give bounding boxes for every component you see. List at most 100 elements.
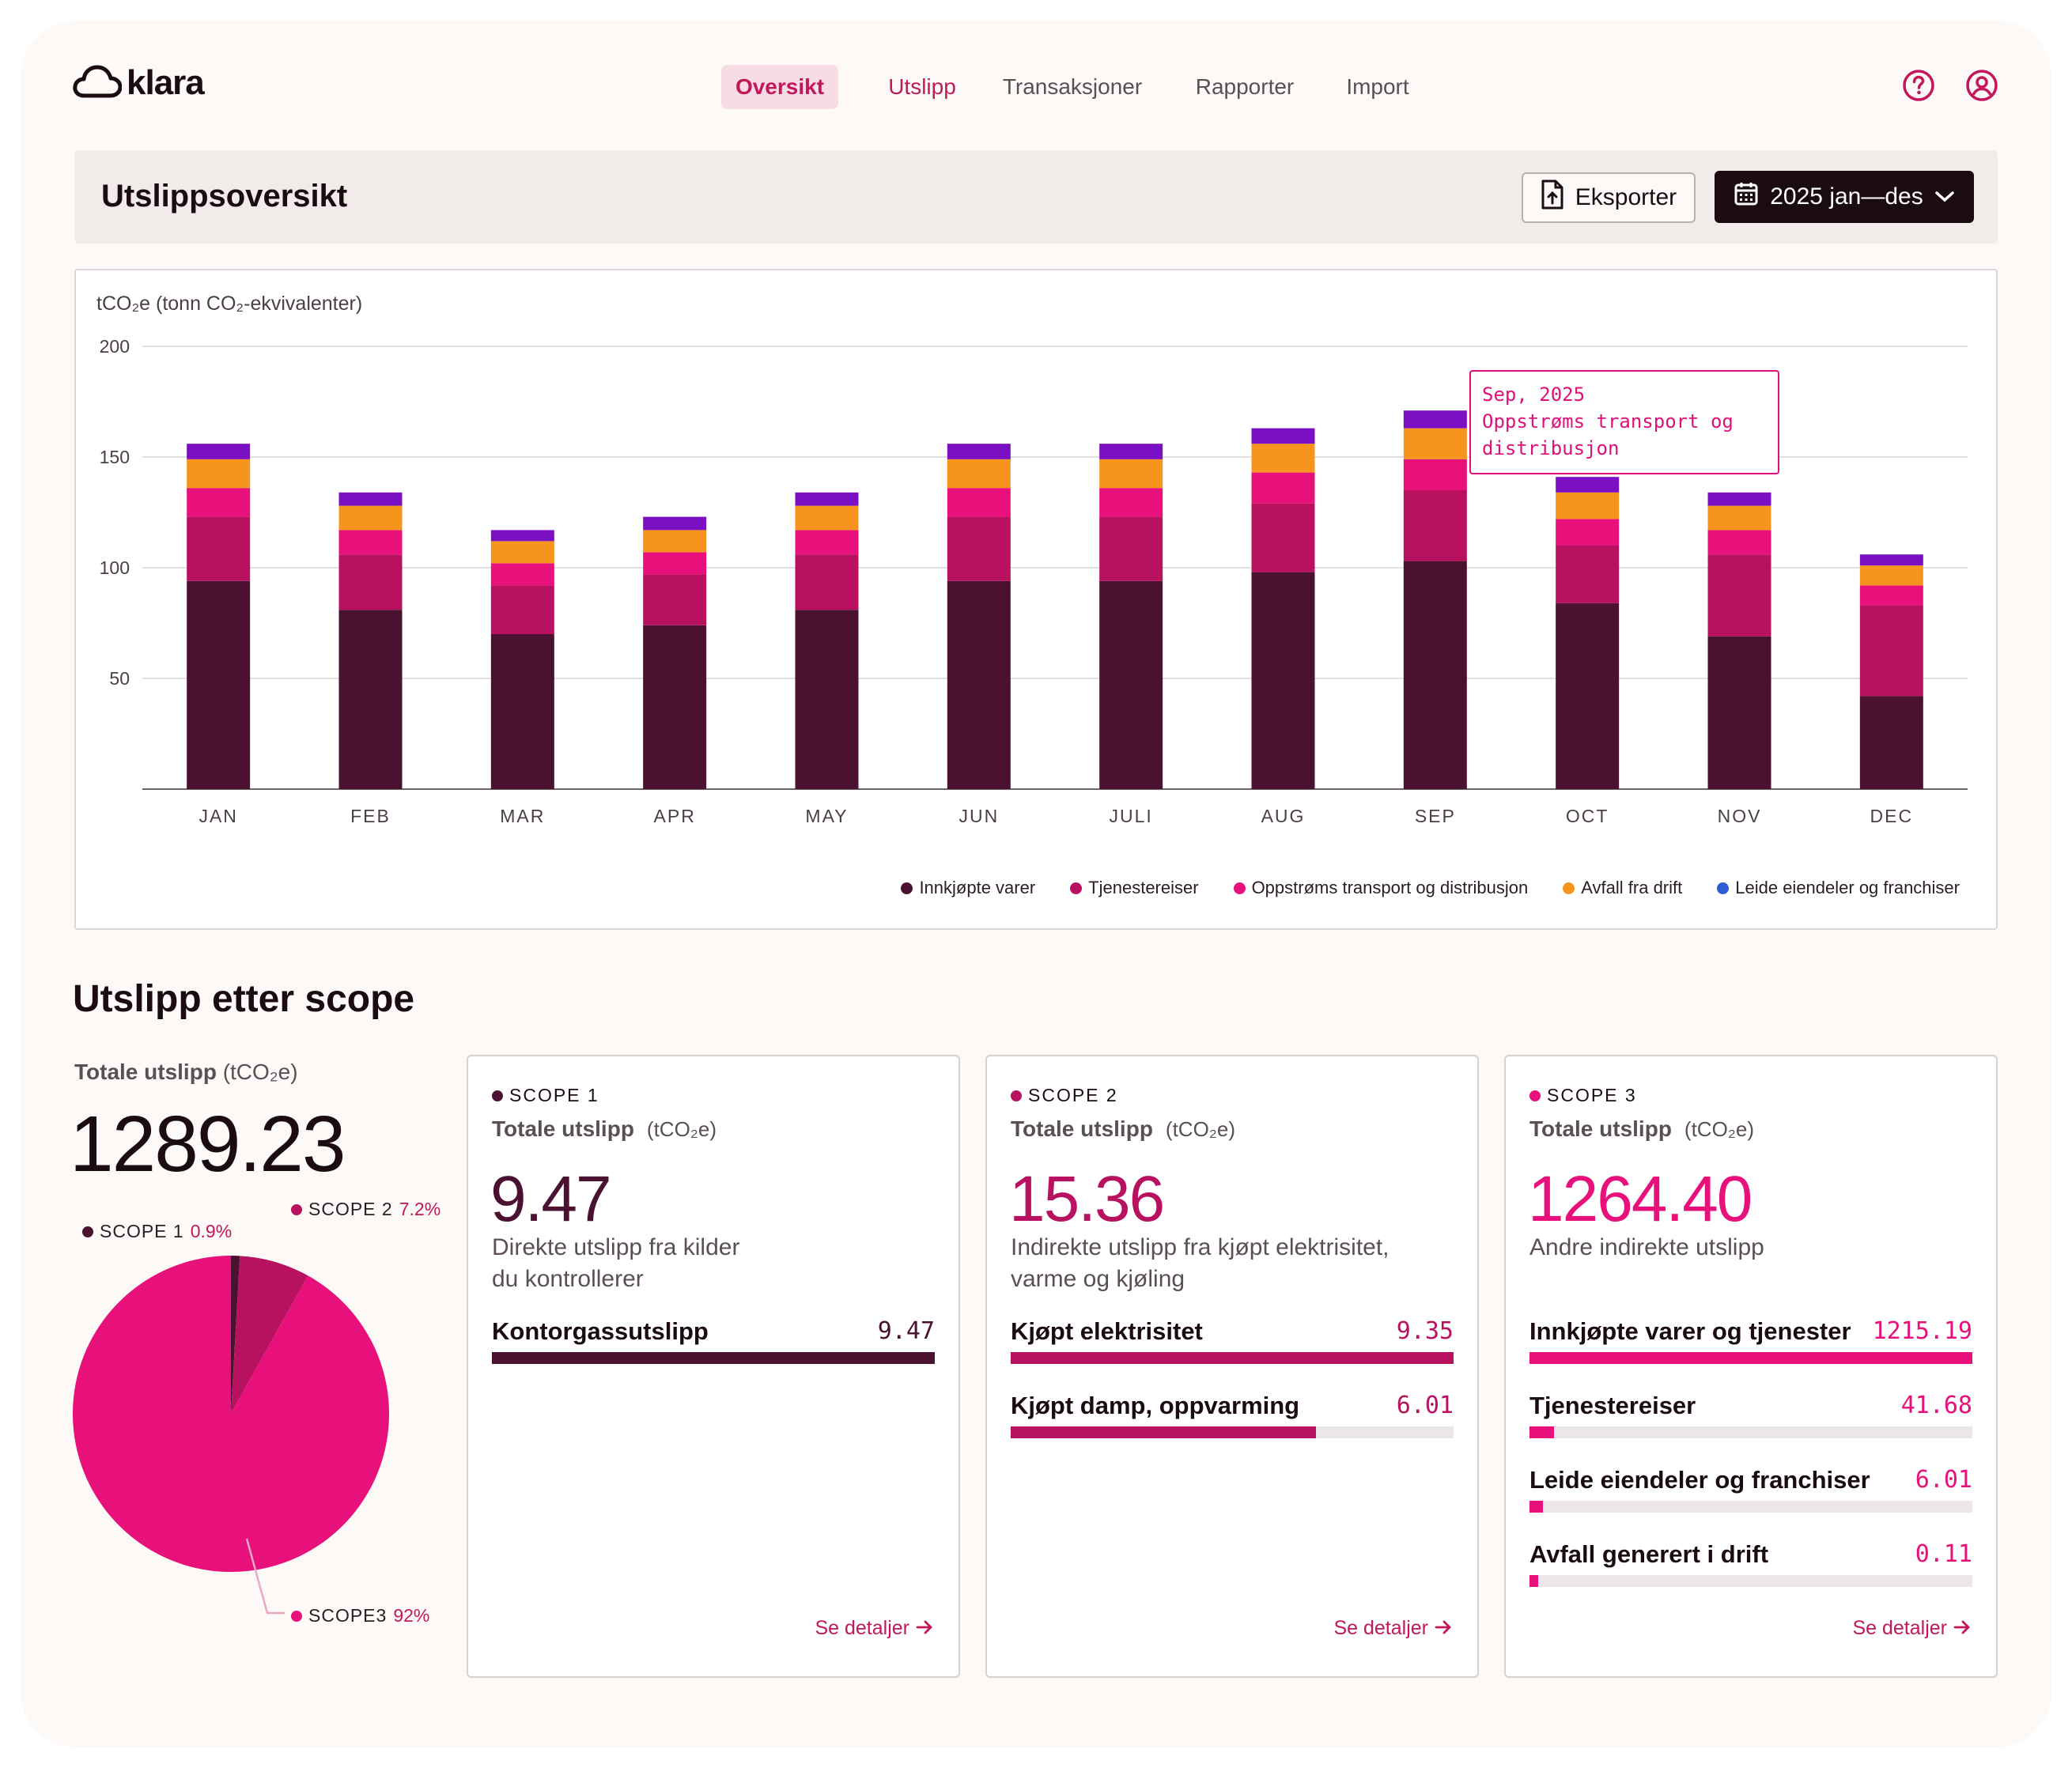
bar-segment bbox=[187, 516, 251, 581]
legend-dot bbox=[1717, 882, 1730, 894]
arrow-right-icon bbox=[1953, 1617, 1971, 1640]
bar-segment bbox=[1099, 488, 1163, 517]
user-icon[interactable] bbox=[1964, 68, 1999, 103]
row-bar-track bbox=[1529, 1501, 1972, 1513]
see-details-link[interactable]: Se detaljer bbox=[815, 1617, 933, 1640]
nav-transaksjoner[interactable]: Transaksjoner bbox=[1002, 74, 1143, 99]
nav-rapporter[interactable]: Rapporter bbox=[1195, 74, 1295, 99]
row-value: 6.01 bbox=[1396, 1392, 1454, 1419]
period-select[interactable]: 2025 jan—des bbox=[1715, 171, 1974, 223]
bar-segment bbox=[490, 530, 554, 542]
row-bar-fill bbox=[492, 1352, 935, 1364]
scope-tag: SCOPE 3 bbox=[1529, 1085, 1637, 1106]
pie-label-text: SCOPE 2 bbox=[308, 1199, 393, 1219]
bar-segment bbox=[187, 488, 251, 517]
bar-segment bbox=[1707, 554, 1771, 637]
legend-dot bbox=[82, 1226, 93, 1237]
tooltip-title: Sep, 2025 bbox=[1482, 383, 1586, 406]
details-label: Se detaljer bbox=[1333, 1617, 1428, 1639]
bar-segment bbox=[187, 444, 251, 459]
bar-segment bbox=[947, 488, 1011, 517]
x-tick-label: DEC bbox=[1870, 806, 1914, 826]
x-tick-label: NOV bbox=[1718, 806, 1762, 826]
total-label-text: Totale utslipp bbox=[74, 1060, 217, 1084]
legend-label: Leide eiendeler og franchiser bbox=[1735, 878, 1960, 897]
bar-segment bbox=[1556, 477, 1620, 493]
row-label: Kjøpt damp, oppvarming bbox=[1011, 1392, 1300, 1419]
page-header: Utslippsoversikt Eksporter 2025 jan—des bbox=[74, 150, 1998, 244]
bar-segment bbox=[1556, 603, 1620, 789]
scope-tag: SCOPE 1 bbox=[492, 1085, 599, 1106]
see-details-link[interactable]: Se detaljer bbox=[1333, 1617, 1452, 1640]
scope2-card: SCOPE 2 Totale utslipp (tCO₂e) 15.36 Indi… bbox=[985, 1055, 1479, 1678]
bar-segment bbox=[643, 625, 707, 789]
bar-segment bbox=[338, 505, 403, 531]
bar-segment bbox=[1556, 492, 1620, 519]
y-tick-label: 200 bbox=[100, 336, 130, 357]
bar-segment bbox=[795, 505, 859, 531]
bar-segment bbox=[338, 610, 403, 789]
bar-segment bbox=[1556, 546, 1620, 603]
pie-label-pct: 0.9% bbox=[190, 1221, 233, 1241]
row-bar-fill bbox=[1529, 1501, 1543, 1513]
bar-segment bbox=[1859, 585, 1923, 606]
row-label: Leide eiendeler og franchiser bbox=[1529, 1466, 1870, 1494]
x-tick-label: APR bbox=[654, 806, 696, 826]
desc-line: Andre indirekte utslipp bbox=[1529, 1234, 1764, 1260]
scope3-card: SCOPE 3 Totale utslipp (tCO₂e) 1264.40 An… bbox=[1504, 1055, 1998, 1678]
chevron-down-icon bbox=[1934, 183, 1955, 210]
see-details-link[interactable]: Se detaljer bbox=[1852, 1617, 1971, 1640]
scope-pie-chart bbox=[72, 1256, 390, 1615]
bar-segment bbox=[643, 574, 707, 625]
scope-tag: SCOPE 2 bbox=[1011, 1085, 1118, 1106]
bar-segment bbox=[338, 492, 403, 506]
stacked-bar-chart: tCO₂e (tonn CO₂-ekvivalenter) 50 100 150 200… bbox=[96, 293, 1968, 826]
total-value: 1289.23 bbox=[70, 1100, 346, 1188]
legend-item: Oppstrøms transport og distribusjon bbox=[1233, 878, 1529, 898]
bar-segment bbox=[947, 580, 1011, 789]
app-logo[interactable]: klara bbox=[73, 63, 205, 103]
legend-dot bbox=[291, 1203, 302, 1215]
scope-unit: (tCO₂e) bbox=[1165, 1117, 1236, 1141]
scope-total-label: Totale utslipp bbox=[492, 1116, 634, 1141]
nav-oversikt[interactable]: Oversikt bbox=[721, 65, 838, 109]
row-value: 1215.19 bbox=[1872, 1317, 1972, 1345]
calendar-icon bbox=[1734, 181, 1759, 213]
row-bar-fill bbox=[1529, 1426, 1554, 1438]
legend-label: Avfall fra drift bbox=[1581, 878, 1683, 897]
row-value: 9.47 bbox=[877, 1317, 935, 1345]
page-title: Utslippsoversikt bbox=[101, 179, 348, 213]
legend-dot bbox=[1233, 882, 1246, 894]
bar-segment bbox=[187, 580, 251, 789]
details-label: Se detaljer bbox=[1852, 1617, 1947, 1639]
legend-label: Oppstrøms transport og distribusjon bbox=[1251, 878, 1529, 897]
scope-total-label: Totale utslipp bbox=[1011, 1116, 1153, 1141]
nav-utslipp[interactable]: Utslipp bbox=[888, 74, 956, 99]
bar-segment bbox=[643, 530, 707, 553]
row-value: 6.01 bbox=[1915, 1466, 1972, 1494]
section-title: Utslipp etter scope bbox=[73, 978, 415, 1020]
y-axis-label: tCO₂e (tonn CO₂-ekvivalenter) bbox=[96, 293, 362, 315]
app-name: klara bbox=[127, 63, 205, 102]
help-icon[interactable] bbox=[1901, 68, 1936, 103]
pie-label-text: SCOPE3 bbox=[308, 1605, 388, 1626]
legend-item: Innkjøpte varer bbox=[901, 878, 1035, 898]
y-tick-label: 100 bbox=[100, 557, 130, 578]
bar-segment bbox=[1556, 519, 1620, 546]
scope-total-label: Totale utslipp bbox=[1529, 1116, 1672, 1141]
bar-segment bbox=[795, 492, 859, 506]
x-tick-label: JULI bbox=[1110, 806, 1153, 826]
export-button[interactable]: Eksporter bbox=[1522, 172, 1696, 223]
bar-segment bbox=[1403, 490, 1467, 561]
pie-slice bbox=[72, 1256, 390, 1572]
row-label: Kontorgassutslipp bbox=[492, 1317, 709, 1345]
pie-slice bbox=[231, 1256, 308, 1414]
row-bar-track bbox=[1011, 1426, 1454, 1438]
pie-leader-line bbox=[245, 1538, 285, 1615]
bar-segment bbox=[1099, 444, 1163, 459]
row-bar-fill bbox=[1529, 1352, 1972, 1364]
desc-line: du kontrollerer bbox=[492, 1266, 644, 1292]
scope-value: 15.36 bbox=[1009, 1163, 1165, 1235]
scope-unit: (tCO₂e) bbox=[1684, 1117, 1755, 1141]
nav-import[interactable]: Import bbox=[1346, 74, 1409, 99]
